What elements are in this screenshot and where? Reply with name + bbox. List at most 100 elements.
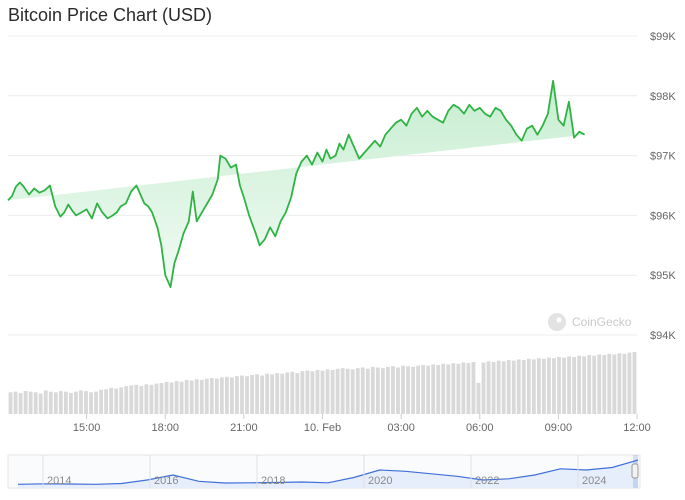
volume-bar xyxy=(144,384,149,414)
volume-bar xyxy=(230,377,234,414)
volume-bar xyxy=(310,371,315,414)
coingecko-logo-icon xyxy=(548,313,566,331)
x-tick-label: 15:00 xyxy=(73,422,101,434)
volume-bar xyxy=(23,391,28,414)
volume-bar xyxy=(114,388,119,414)
price-line[interactable] xyxy=(7,79,586,289)
volume-bar xyxy=(355,368,360,414)
volume-bar xyxy=(53,392,58,414)
volume-bar xyxy=(224,376,229,414)
volume-bar xyxy=(255,374,259,414)
volume-bar xyxy=(89,392,93,414)
volume-bar xyxy=(169,382,174,414)
volume-bar xyxy=(491,361,496,414)
volume-bar xyxy=(260,375,265,414)
volume-bar xyxy=(214,378,219,414)
volume-bar xyxy=(275,373,280,414)
x-tick-label: 06:00 xyxy=(466,422,494,434)
volume-bar xyxy=(446,364,451,414)
volume-bar xyxy=(204,378,209,414)
volume-bar xyxy=(240,375,244,414)
navigator-year-label: 2024 xyxy=(582,475,606,487)
volume-bar xyxy=(506,360,511,414)
volume-bar xyxy=(134,384,139,414)
x-tick-label: 21:00 xyxy=(230,422,258,434)
volume-bar xyxy=(340,368,345,414)
y-tick-label: $99K xyxy=(650,31,676,43)
volume-bar xyxy=(28,391,33,414)
volume-bar xyxy=(330,369,335,414)
volume-bar xyxy=(431,364,436,414)
volume-bar xyxy=(541,358,546,414)
volume-bar xyxy=(38,393,43,414)
volume-bar xyxy=(164,381,169,414)
volume-bar xyxy=(607,353,612,414)
volume-bar xyxy=(33,392,38,414)
volume-bar xyxy=(597,354,602,414)
volume-bar xyxy=(486,361,491,414)
navigator-year-label: 2018 xyxy=(261,475,285,487)
volume-bar xyxy=(295,373,300,414)
volume-bar xyxy=(219,377,224,414)
volume-bar xyxy=(315,369,320,414)
volume-bar xyxy=(471,361,476,414)
volume-bar xyxy=(426,365,431,414)
volume-bar xyxy=(622,353,627,414)
volume-bar xyxy=(421,365,426,414)
navigator-area xyxy=(18,460,638,488)
volume-bar xyxy=(199,379,204,414)
volume-bar xyxy=(436,365,441,414)
navigator-handle[interactable] xyxy=(631,463,639,479)
volume-bar xyxy=(149,384,154,414)
x-tick-label: 10. Feb xyxy=(304,422,341,434)
volume-bar xyxy=(602,355,607,414)
volume-bar xyxy=(466,363,471,414)
volume-bars xyxy=(8,352,637,414)
volume-bar xyxy=(300,371,305,414)
volume-bar xyxy=(476,383,481,414)
volume-bar xyxy=(627,352,632,414)
volume-bar xyxy=(536,358,541,414)
volume-bar xyxy=(511,360,516,414)
volume-bar xyxy=(325,369,330,414)
volume-bar xyxy=(416,365,421,414)
volume-bar xyxy=(79,390,83,414)
volume-bar xyxy=(386,366,390,414)
volume-bar xyxy=(154,383,159,414)
volume-bar xyxy=(496,360,501,414)
volume-bar xyxy=(8,392,13,414)
y-tick-label: $96K xyxy=(650,210,676,222)
time-navigator[interactable]: 2014 2016 2018 2020 2022 2024 xyxy=(7,454,641,489)
volume-bar xyxy=(320,370,325,414)
x-tick-label: 18:00 xyxy=(151,422,179,434)
volume-bar xyxy=(250,374,254,414)
volume-bar xyxy=(552,358,556,414)
volume-bar xyxy=(521,360,526,414)
volume-bar xyxy=(516,359,521,414)
volume-bar xyxy=(582,356,587,414)
y-tick-label: $95K xyxy=(650,270,676,282)
volume-bar xyxy=(84,391,88,414)
volume-bar xyxy=(526,358,531,414)
x-tick-label: 09:00 xyxy=(545,422,573,434)
volume-bar xyxy=(451,363,456,414)
volume-bar xyxy=(104,389,109,414)
volume-bar xyxy=(159,383,164,414)
volume-bar xyxy=(245,376,249,414)
volume-bar xyxy=(290,371,295,414)
price-area-fill xyxy=(8,80,585,288)
volume-bar xyxy=(13,391,18,414)
volume-bar xyxy=(184,379,189,414)
volume-bar xyxy=(48,391,53,414)
chart-title: Bitcoin Price Chart (USD) xyxy=(8,5,213,25)
volume-bar xyxy=(194,379,199,414)
volume-bar xyxy=(235,376,239,414)
volume-bar xyxy=(632,352,637,414)
volume-bar xyxy=(592,355,597,414)
coingecko-watermark: CoinGecko xyxy=(548,313,632,331)
x-axis-labels: 15:00 18:00 21:00 10. Feb 03:00 06:00 09:00 12:… xyxy=(73,414,651,434)
volume-bar xyxy=(562,357,566,414)
watermark-text: CoinGecko xyxy=(572,315,632,329)
volume-bar xyxy=(612,354,617,414)
